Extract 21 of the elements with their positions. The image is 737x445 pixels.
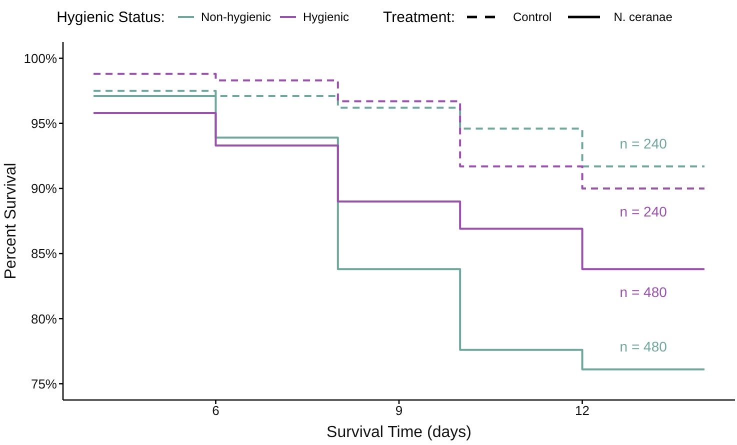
annotation: n = 480 [620,284,668,300]
y-tick-label: 85% [30,246,58,262]
x-tick-label: 12 [575,403,590,418]
text: N. ceranae [612,10,672,24]
annotation: n = 240 [620,135,668,152]
x-axis-title: Survival Time (days) [326,424,472,441]
text: Treatment: [383,8,456,26]
annotation: n = 240 [620,203,668,220]
y-tick-label: 75% [30,376,58,392]
legend-label: Hygienic [302,10,350,24]
legend-title: Hygienic Status: [56,8,165,26]
y-tick-label: 100% [24,50,58,66]
y-tick-label: 90% [30,181,58,196]
y-axis-title: Percent Survival [2,162,20,280]
legend-label: Non-hygienic [200,10,272,24]
y-tick-label: 80% [30,311,58,326]
x-tick-label: 6 [212,403,220,418]
text: Control [512,10,552,24]
x-tick-label: 9 [395,403,403,418]
y-tick-label: 95% [30,116,58,131]
annotation: n = 480 [620,338,668,354]
